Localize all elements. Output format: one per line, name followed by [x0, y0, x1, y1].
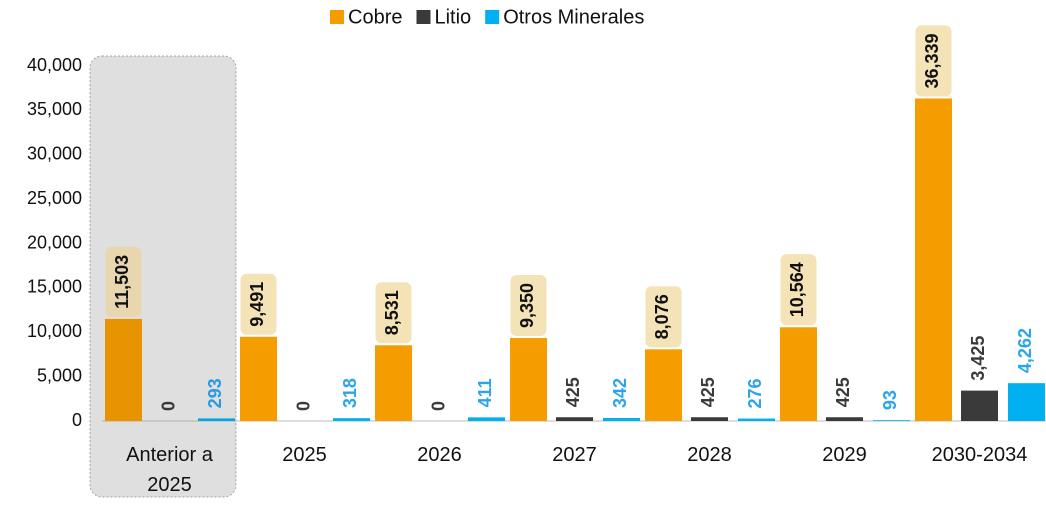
value-label-group: 0	[428, 401, 448, 411]
x-tick-label: 2030-2034	[931, 444, 1028, 466]
bar	[738, 418, 775, 421]
value-label-bg	[780, 254, 817, 326]
legend-swatch	[485, 10, 500, 24]
value-label-group: 342	[610, 378, 630, 408]
value-label: 8,531	[382, 290, 402, 335]
value-label-group: 3,425	[968, 336, 988, 381]
bar	[240, 336, 277, 421]
value-label: 276	[745, 379, 765, 409]
value-label: 93	[880, 390, 900, 410]
bar	[915, 98, 952, 421]
y-tick-label: 10,000	[27, 321, 82, 341]
value-label: 318	[340, 378, 360, 408]
value-label-group: 0	[293, 401, 313, 411]
x-tick-label: 2025	[282, 444, 327, 466]
x-tick-label: Anterior a 2025	[126, 444, 213, 496]
value-label: 11,503	[112, 255, 132, 309]
value-label-bg	[510, 274, 547, 337]
bar	[780, 327, 817, 421]
legend-label: Litio	[434, 6, 471, 28]
bar	[1008, 383, 1045, 421]
legend-swatch	[416, 10, 431, 24]
y-tick-label: 5,000	[37, 365, 82, 385]
legend-swatch	[330, 10, 344, 24]
value-label-group: 8,531	[375, 282, 412, 344]
y-tick-label: 40,000	[27, 55, 82, 75]
value-label: 0	[158, 401, 178, 411]
y-tick-label: 35,000	[27, 99, 82, 119]
value-label: 0	[293, 401, 313, 411]
value-label-group: 9,491	[240, 273, 277, 335]
value-label-group: 425	[698, 377, 718, 407]
bar	[645, 349, 682, 421]
value-label: 425	[698, 377, 718, 407]
value-label: 425	[833, 377, 853, 407]
value-label: 0	[428, 401, 448, 411]
value-label-group: 411	[475, 378, 495, 407]
value-label: 411	[475, 378, 495, 407]
value-label-bg	[240, 273, 277, 335]
y-tick-label: 15,000	[27, 277, 82, 297]
bar	[468, 417, 505, 421]
x-tick-label: 2026	[417, 444, 462, 466]
value-label-group: 10,564	[780, 254, 817, 326]
y-tick-label: 0	[72, 410, 82, 430]
bar	[333, 418, 370, 421]
value-label-group: 11,503	[105, 246, 142, 317]
value-label-group: 293	[205, 378, 225, 408]
value-label-group: 4,262	[1015, 328, 1035, 373]
value-label: 9,491	[247, 282, 267, 327]
value-label-group: 0	[158, 401, 178, 411]
value-label: 36,339	[922, 33, 942, 88]
bar	[375, 345, 412, 421]
y-tick-label: 25,000	[27, 188, 82, 208]
bar	[691, 417, 728, 421]
bar	[961, 390, 998, 421]
x-tick-label: 2029	[822, 444, 867, 466]
value-label-bg	[105, 246, 142, 317]
value-label-group: 276	[745, 379, 765, 409]
value-label-bg	[375, 282, 412, 344]
legend-label: Otros Minerales	[503, 6, 644, 28]
bar	[198, 418, 235, 421]
bar	[510, 338, 547, 421]
value-label: 9,350	[517, 283, 537, 328]
value-label: 3,425	[968, 336, 988, 381]
value-label-group: 318	[340, 378, 360, 408]
y-tick-label: 30,000	[27, 144, 82, 164]
bar	[873, 420, 910, 421]
value-label-group: 93	[880, 390, 900, 410]
value-label: 425	[563, 377, 583, 407]
legend-label: Cobre	[348, 6, 402, 28]
x-tick-label: 2027	[552, 444, 597, 466]
bar	[826, 417, 863, 421]
value-label-group: 36,339	[915, 25, 952, 97]
value-label-group: 425	[833, 377, 853, 407]
bar	[105, 318, 142, 421]
value-label: 10,564	[787, 262, 807, 317]
value-label: 8,076	[652, 294, 672, 339]
x-tick-label: 2028	[687, 444, 732, 466]
value-label-bg	[915, 25, 952, 97]
value-label-bg	[645, 286, 682, 348]
y-tick-label: 20,000	[27, 232, 82, 252]
bar	[603, 417, 640, 421]
value-label: 342	[610, 378, 630, 408]
bar	[556, 417, 593, 421]
value-label: 4,262	[1015, 328, 1035, 373]
value-label-group: 8,076	[645, 286, 682, 348]
value-label: 293	[205, 378, 225, 408]
value-label-group: 9,350	[510, 274, 547, 337]
value-label-group: 425	[563, 377, 583, 407]
